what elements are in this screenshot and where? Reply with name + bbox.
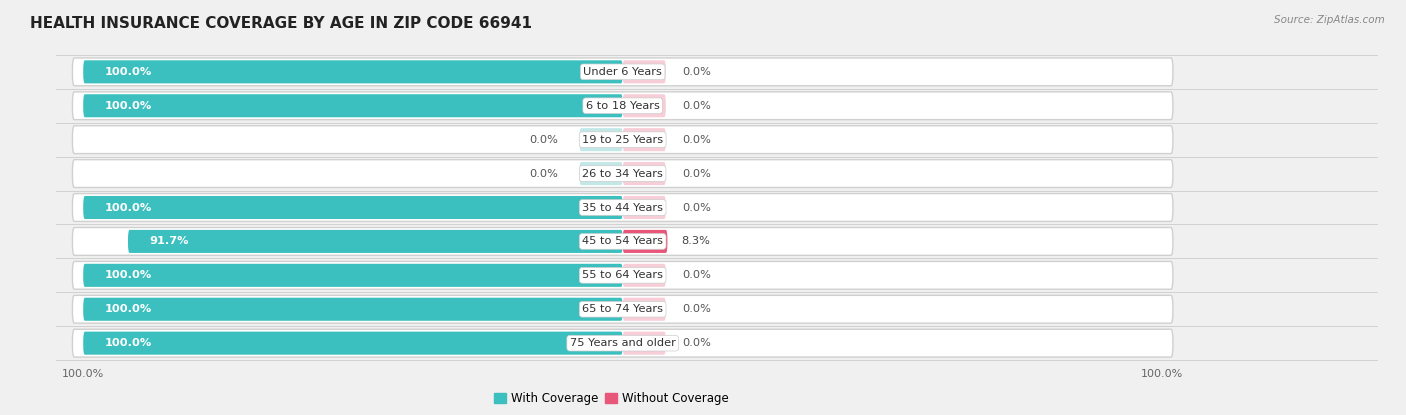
Text: 19 to 25 Years: 19 to 25 Years bbox=[582, 135, 664, 145]
FancyBboxPatch shape bbox=[623, 298, 666, 321]
FancyBboxPatch shape bbox=[73, 58, 1173, 86]
FancyBboxPatch shape bbox=[623, 264, 666, 287]
Text: 100.0%: 100.0% bbox=[105, 203, 152, 212]
FancyBboxPatch shape bbox=[83, 298, 623, 321]
Text: 75 Years and older: 75 Years and older bbox=[569, 338, 676, 348]
Text: 100.0%: 100.0% bbox=[105, 304, 152, 314]
Text: Under 6 Years: Under 6 Years bbox=[583, 67, 662, 77]
FancyBboxPatch shape bbox=[128, 230, 623, 253]
Text: 0.0%: 0.0% bbox=[682, 338, 711, 348]
FancyBboxPatch shape bbox=[579, 162, 623, 185]
Text: Source: ZipAtlas.com: Source: ZipAtlas.com bbox=[1274, 15, 1385, 24]
Text: 0.0%: 0.0% bbox=[682, 101, 711, 111]
FancyBboxPatch shape bbox=[623, 94, 666, 117]
FancyBboxPatch shape bbox=[73, 295, 1173, 323]
FancyBboxPatch shape bbox=[73, 160, 1173, 188]
FancyBboxPatch shape bbox=[623, 162, 666, 185]
Text: 0.0%: 0.0% bbox=[682, 270, 711, 280]
FancyBboxPatch shape bbox=[73, 261, 1173, 289]
Legend: With Coverage, Without Coverage: With Coverage, Without Coverage bbox=[489, 387, 733, 410]
Text: 8.3%: 8.3% bbox=[681, 237, 710, 247]
FancyBboxPatch shape bbox=[623, 332, 666, 355]
Text: 100.0%: 100.0% bbox=[105, 270, 152, 280]
Text: 26 to 34 Years: 26 to 34 Years bbox=[582, 168, 664, 178]
FancyBboxPatch shape bbox=[73, 193, 1173, 222]
FancyBboxPatch shape bbox=[623, 60, 666, 83]
Text: 0.0%: 0.0% bbox=[682, 304, 711, 314]
FancyBboxPatch shape bbox=[623, 128, 666, 151]
FancyBboxPatch shape bbox=[83, 264, 623, 287]
FancyBboxPatch shape bbox=[83, 94, 623, 117]
Text: 91.7%: 91.7% bbox=[149, 237, 188, 247]
FancyBboxPatch shape bbox=[623, 230, 668, 253]
Text: 55 to 64 Years: 55 to 64 Years bbox=[582, 270, 664, 280]
Text: 0.0%: 0.0% bbox=[682, 135, 711, 145]
FancyBboxPatch shape bbox=[73, 126, 1173, 154]
Text: 0.0%: 0.0% bbox=[529, 168, 558, 178]
FancyBboxPatch shape bbox=[83, 196, 623, 219]
Text: 100.0%: 100.0% bbox=[105, 67, 152, 77]
FancyBboxPatch shape bbox=[623, 196, 666, 219]
Text: 65 to 74 Years: 65 to 74 Years bbox=[582, 304, 664, 314]
Text: 0.0%: 0.0% bbox=[682, 67, 711, 77]
FancyBboxPatch shape bbox=[83, 332, 623, 355]
Text: 45 to 54 Years: 45 to 54 Years bbox=[582, 237, 664, 247]
Text: 0.0%: 0.0% bbox=[682, 168, 711, 178]
FancyBboxPatch shape bbox=[83, 60, 623, 83]
Text: 100.0%: 100.0% bbox=[105, 101, 152, 111]
FancyBboxPatch shape bbox=[73, 227, 1173, 255]
Text: 100.0%: 100.0% bbox=[105, 338, 152, 348]
FancyBboxPatch shape bbox=[73, 329, 1173, 357]
FancyBboxPatch shape bbox=[73, 92, 1173, 120]
Text: HEALTH INSURANCE COVERAGE BY AGE IN ZIP CODE 66941: HEALTH INSURANCE COVERAGE BY AGE IN ZIP … bbox=[30, 16, 531, 31]
Text: 35 to 44 Years: 35 to 44 Years bbox=[582, 203, 664, 212]
FancyBboxPatch shape bbox=[579, 128, 623, 151]
Text: 6 to 18 Years: 6 to 18 Years bbox=[586, 101, 659, 111]
Text: 0.0%: 0.0% bbox=[682, 203, 711, 212]
Text: 0.0%: 0.0% bbox=[529, 135, 558, 145]
